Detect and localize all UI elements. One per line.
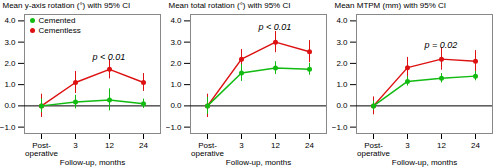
svg-text:0.0: 0.0 xyxy=(336,101,348,110)
svg-text:24: 24 xyxy=(139,141,148,150)
svg-text:0.0: 0.0 xyxy=(4,101,16,110)
svg-text:p = 0.02: p = 0.02 xyxy=(424,40,458,50)
svg-text:24: 24 xyxy=(471,141,480,150)
svg-text:0.0: 0.0 xyxy=(170,101,182,110)
svg-text:Mean total rotation (°) with 9: Mean total rotation (°) with 95% CI xyxy=(169,1,291,10)
svg-text:2.0: 2.0 xyxy=(336,59,348,68)
svg-text:Cementless: Cementless xyxy=(39,26,81,35)
svg-text:p < 0.01: p < 0.01 xyxy=(258,22,292,32)
svg-text:1.0: 1.0 xyxy=(336,80,348,89)
svg-text:Follow-up, months: Follow-up, months xyxy=(60,158,125,167)
svg-text:3: 3 xyxy=(405,141,410,150)
svg-text:3.0: 3.0 xyxy=(336,38,348,47)
svg-text:2.0: 2.0 xyxy=(170,59,182,68)
svg-text:2.0: 2.0 xyxy=(4,59,16,68)
svg-text:3: 3 xyxy=(73,141,78,150)
svg-text:Mean MTPM (mm) with 95% CI: Mean MTPM (mm) with 95% CI xyxy=(335,1,447,10)
svg-text:4.0: 4.0 xyxy=(4,16,16,25)
svg-text:12: 12 xyxy=(105,141,114,150)
svg-text:Mean y-axis rotation (°) with: Mean y-axis rotation (°) with 95% CI xyxy=(3,1,131,10)
svg-text:−1.0: −1.0 xyxy=(166,123,182,132)
svg-text:Cemented: Cemented xyxy=(39,16,76,25)
svg-text:−1.0: −1.0 xyxy=(0,123,16,132)
svg-text:−1.0: −1.0 xyxy=(332,123,348,132)
svg-text:3.0: 3.0 xyxy=(4,38,16,47)
svg-text:Follow-up, months: Follow-up, months xyxy=(392,158,457,167)
svg-text:p < 0.01: p < 0.01 xyxy=(92,52,126,62)
svg-text:3: 3 xyxy=(239,141,244,150)
svg-text:1.0: 1.0 xyxy=(4,80,16,89)
svg-text:Post-operative: Post-operative xyxy=(357,141,390,158)
svg-text:3.0: 3.0 xyxy=(170,38,182,47)
svg-text:24: 24 xyxy=(305,141,314,150)
svg-text:4.0: 4.0 xyxy=(336,16,348,25)
svg-text:12: 12 xyxy=(271,141,280,150)
svg-text:4.0: 4.0 xyxy=(170,16,182,25)
svg-text:Post-operative: Post-operative xyxy=(25,141,58,158)
svg-text:Follow-up, months: Follow-up, months xyxy=(226,158,291,167)
svg-text:Post-operative: Post-operative xyxy=(191,141,224,158)
svg-text:1.0: 1.0 xyxy=(170,80,182,89)
svg-text:12: 12 xyxy=(437,141,446,150)
